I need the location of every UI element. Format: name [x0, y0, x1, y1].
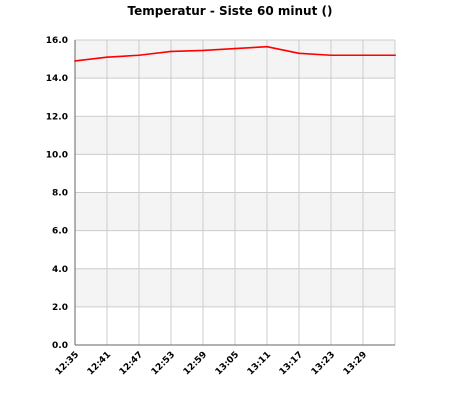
grid-lines [74, 39, 396, 346]
data-point [138, 54, 140, 57]
y-tick-label: 2.0 [52, 303, 68, 313]
y-tick-label: 16.0 [46, 36, 68, 46]
y-tick-label: 8.0 [52, 189, 68, 199]
y-axis-tick-labels: 0.0 2.0 4.0 6.0 8.0 10.0 12.0 14.0 16.0 [46, 36, 68, 351]
x-tick-label: 12:35 [54, 350, 81, 377]
x-tick-label: 13:23 [310, 350, 337, 377]
x-tick-label: 13:11 [246, 350, 273, 377]
data-point [106, 56, 108, 59]
data-point [74, 60, 76, 62]
x-tick-label: 12:53 [150, 350, 177, 377]
x-tick-label: 12:47 [118, 350, 145, 377]
series-layer [74, 45, 396, 62]
y-tick-label: 14.0 [46, 74, 68, 84]
x-tick-label: 13:17 [278, 350, 305, 377]
data-point [202, 49, 204, 52]
chart-title: Temperatur - Siste 60 minut () [128, 4, 333, 18]
data-point [298, 52, 300, 55]
y-tick-label: 12.0 [46, 112, 68, 122]
y-tick-label: 0.0 [52, 341, 68, 351]
x-axis-tick-labels: 12:35 12:41 12:47 12:53 12:59 13:05 13:11 13:17… [54, 350, 369, 377]
data-point [362, 54, 364, 57]
data-point [330, 54, 332, 57]
data-point [394, 54, 396, 57]
y-tick-label: 4.0 [52, 265, 68, 275]
data-point [234, 47, 236, 50]
data-point [266, 45, 268, 48]
y-tick-label: 6.0 [52, 227, 68, 237]
y-tick-label: 10.0 [46, 150, 68, 160]
x-tick-label: 13:29 [342, 350, 369, 377]
x-tick-label: 13:05 [214, 350, 241, 377]
x-tick-label: 12:59 [182, 350, 209, 377]
data-point [170, 50, 172, 53]
x-tick-label: 12:41 [86, 350, 113, 377]
